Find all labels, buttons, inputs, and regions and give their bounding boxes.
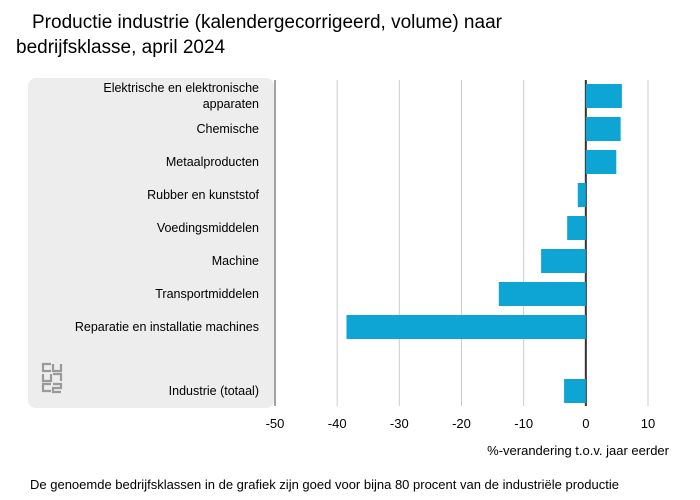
category-label-5: Machine xyxy=(212,254,259,268)
category-label-1: Chemische xyxy=(196,122,259,136)
x-tick-label: -50 xyxy=(266,416,285,431)
bar-2 xyxy=(585,150,617,174)
bar-4 xyxy=(567,216,586,240)
category-label-8: Industrie (totaal) xyxy=(169,384,259,398)
bar-6 xyxy=(498,282,586,306)
category-label-6: Transportmiddelen xyxy=(155,287,259,301)
chart-title: Productie industrie (kalendergecorrigeer… xyxy=(16,10,656,60)
x-axis-label: %-verandering t.o.v. jaar eerder xyxy=(487,443,670,458)
bar-1 xyxy=(585,117,621,141)
x-tick-label: -10 xyxy=(514,416,533,431)
x-tick-label: 0 xyxy=(582,416,589,431)
bar-7 xyxy=(346,315,586,339)
chart-title-line-1: Productie industrie (kalendergecorrigeer… xyxy=(32,12,502,33)
bar-5 xyxy=(541,249,586,273)
category-label-3: Rubber en kunststof xyxy=(147,188,259,202)
footnote: De genoemde bedrijfsklassen in de grafie… xyxy=(30,477,619,492)
category-label-panel xyxy=(28,78,274,408)
x-tick-label: -20 xyxy=(452,416,471,431)
category-label-0: Elektrische en elektronische apparaten xyxy=(103,81,259,111)
category-label-4: Voedingsmiddelen xyxy=(157,221,259,235)
category-label-2: Metaalproducten xyxy=(166,155,259,169)
x-tick-label: -40 xyxy=(328,416,347,431)
x-tick-label: 10 xyxy=(641,416,655,431)
bar-8 xyxy=(564,379,586,403)
x-tick-label: -30 xyxy=(390,416,409,431)
cbs-logo-icon xyxy=(41,362,63,394)
category-label-7: Reparatie en installatie machines xyxy=(75,320,259,334)
bar-3 xyxy=(577,183,586,207)
chart-title-line-2: bedrijfsklasse, april 2024 xyxy=(16,37,226,58)
bar-0 xyxy=(585,84,622,108)
